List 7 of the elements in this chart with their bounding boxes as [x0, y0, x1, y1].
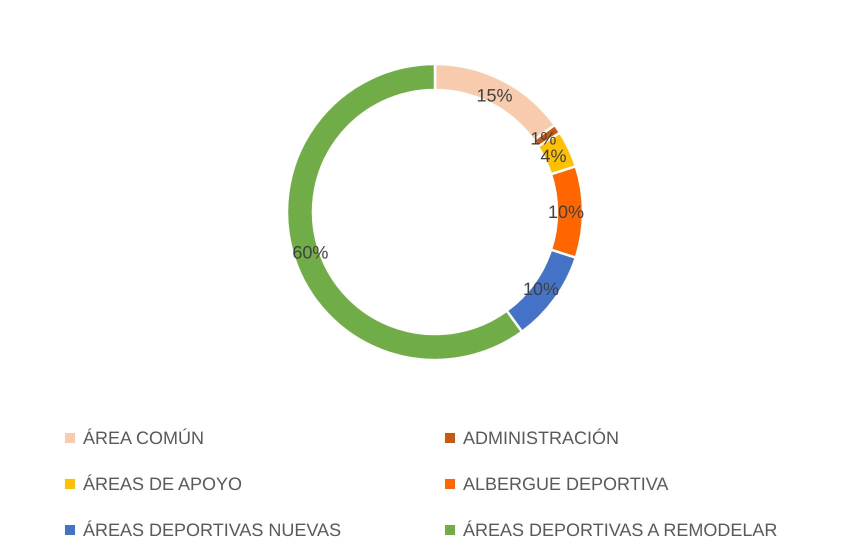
legend-label: ÁREAS DE APOYO [83, 474, 242, 494]
legend-label: ÁREA COMÚN [83, 428, 204, 448]
data-label: 15% [476, 85, 512, 106]
legend-label: ÁREAS DEPORTIVAS A REMODELAR [463, 520, 778, 540]
legend-label: ADMINISTRACIÓN [463, 428, 620, 448]
legend-label: ALBERGUE DEPORTIVA [463, 474, 668, 494]
legend-label: ÁREAS DEPORTIVAS NUEVAS [83, 520, 342, 540]
